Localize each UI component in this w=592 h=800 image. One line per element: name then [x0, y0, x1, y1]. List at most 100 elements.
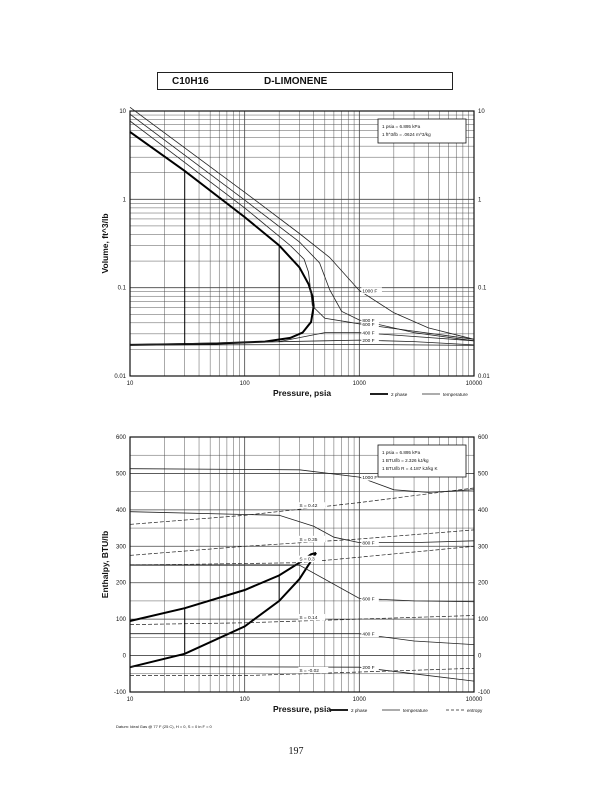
entropy-line	[129, 529, 475, 556]
temperature-line	[129, 106, 475, 340]
curve-label-bg	[361, 320, 379, 328]
x-tick-label: 100	[240, 697, 251, 703]
temperature-line	[130, 564, 475, 603]
temperature-line	[129, 666, 475, 682]
temperature-line	[129, 468, 475, 493]
curve-label-bg	[361, 317, 379, 324]
temperature-line	[129, 113, 475, 342]
x-axis-label: Pressure, psia	[273, 704, 331, 714]
y-tick-label-right: 400	[478, 508, 489, 514]
curve-label-bg	[298, 614, 326, 621]
y-tick-label-right: 0.1	[478, 286, 487, 292]
y-tick-label-left: 1	[123, 197, 127, 203]
two-phase-curve	[129, 551, 317, 622]
compound-name: D-LIMONENE	[264, 76, 328, 87]
entropy-line	[129, 545, 475, 566]
y-tick-label-right: 200	[478, 581, 489, 587]
entropy-line	[130, 667, 475, 676]
curve-label: 800 F	[362, 541, 374, 547]
two-phase-curve	[129, 305, 315, 346]
curve-label: 200 F	[362, 665, 374, 671]
y-tick-label-right: 600	[478, 435, 489, 441]
datum-note: Datum: Ideal Gas @ 77 F (25 C), H = 0, S…	[116, 724, 213, 729]
y-tick-label-right: 1	[478, 197, 482, 203]
x-tick-label: 10000	[466, 697, 483, 703]
x-axis-label: Pressure, psia	[273, 388, 331, 398]
temperature-line	[129, 343, 475, 346]
page-number: 197	[288, 746, 304, 757]
y-tick-label-left: 100	[116, 617, 127, 623]
x-tick-label: 10000	[466, 381, 483, 387]
y-axis-label: Volume, ft^3/lb	[100, 213, 110, 273]
y-tick-label-right: 100	[478, 617, 489, 623]
conversion-note-box	[377, 444, 467, 478]
curve-label-bg	[361, 595, 379, 602]
plot-frame	[129, 436, 475, 693]
y-axis-label: Enthalpy, BTU/lb	[100, 531, 110, 598]
curve-label-bg	[298, 535, 326, 543]
temperature-line	[129, 511, 475, 543]
curve-label: 200 F	[362, 338, 374, 344]
curve-label-bg	[361, 474, 382, 481]
y-tick-label-right: 0.01	[478, 374, 490, 380]
conversion-note-line: 1 BTU/lb = 2.326 kJ/kg	[382, 458, 429, 463]
y-tick-label-left: 600	[116, 435, 127, 441]
curve-label: 600 F	[362, 596, 374, 602]
temperature-line	[129, 339, 475, 346]
y-tick-label-right: 500	[478, 471, 489, 477]
temperature-line	[129, 120, 475, 340]
curve-label-bg	[298, 666, 329, 674]
conversion-note-line: 1 ft^3/lb = .0624 m^3/kg	[382, 132, 431, 137]
curve-label-bg	[361, 287, 382, 294]
x-tick-label: 1000	[353, 697, 367, 703]
curve-label-bg	[298, 502, 326, 509]
legend-label: 2 phase	[391, 392, 408, 397]
temperature-line	[129, 332, 475, 346]
legend-label: entropy	[467, 708, 483, 713]
y-tick-label-left: 0.01	[114, 374, 126, 380]
y-tick-label-right: -100	[478, 690, 491, 696]
curve-label-bg	[361, 630, 379, 638]
y-tick-label-left: 500	[116, 471, 127, 477]
curve-label: S = 0.35	[299, 537, 317, 543]
chart-1	[129, 106, 475, 395]
curve-label: 400 F	[362, 331, 374, 337]
curve-label: 600 F	[362, 322, 374, 328]
two-phase-curve	[129, 131, 315, 307]
entropy-line	[129, 615, 475, 625]
x-tick-label: 10	[127, 697, 134, 703]
curve-label: 400 F	[362, 632, 374, 638]
legend-label: temperature	[443, 392, 468, 397]
x-tick-label: 1000	[353, 381, 367, 387]
curve-label: S = 0.42	[299, 503, 317, 509]
legend-label: temperature	[403, 708, 428, 713]
chart-2	[129, 436, 475, 711]
curve-label-bg	[361, 539, 379, 547]
temperature-line	[130, 633, 475, 645]
x-tick-label: 100	[240, 381, 251, 387]
curve-label-bg	[361, 337, 379, 344]
y-tick-label-right: 10	[478, 109, 485, 115]
conversion-note-line: 1 BTU/lb R = 4.187 kJ/kg K	[382, 466, 438, 471]
conversion-note-line: 1 psia = 6.895 kPa	[382, 124, 421, 129]
y-tick-label-right: 300	[478, 544, 489, 550]
y-tick-label-left: 200	[116, 581, 127, 587]
curve-label-bg	[361, 329, 379, 337]
y-tick-label-left: 0	[123, 654, 127, 660]
y-tick-label-left: -100	[114, 690, 127, 696]
curve-label-bg	[361, 664, 379, 671]
conversion-note-box	[377, 118, 467, 144]
compound-formula: C10H16	[172, 76, 209, 87]
curve-label: 1000 F	[362, 288, 377, 294]
curve-label: 1000 F	[362, 475, 377, 481]
curve-label-bg	[298, 555, 323, 563]
curve-label: S = 0.14	[299, 615, 317, 621]
y-tick-label-left: 10	[119, 109, 126, 115]
y-tick-label-left: 0.1	[118, 286, 127, 292]
plot-frame	[129, 110, 475, 377]
conversion-note-line: 1 psia = 6.895 kPa	[382, 450, 421, 455]
legend-label: 2 phase	[351, 708, 368, 713]
entropy-line	[129, 487, 475, 525]
chart-title-box: C10H16 D-LIMONENE	[157, 72, 453, 90]
curve-label: 800 F	[362, 318, 374, 324]
